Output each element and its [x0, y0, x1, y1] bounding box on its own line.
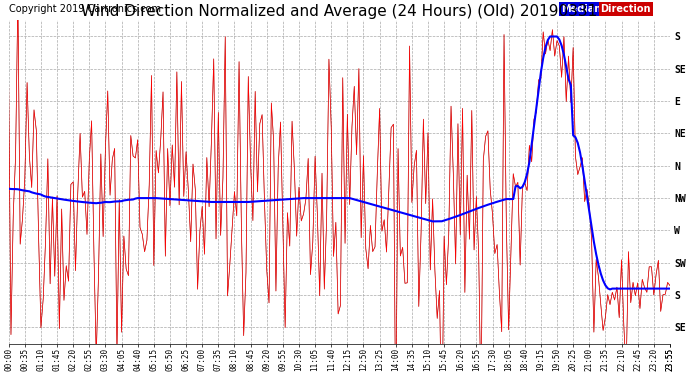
Text: Direction: Direction: [600, 4, 651, 14]
Text: Copyright 2019 Cartronics.com: Copyright 2019 Cartronics.com: [9, 4, 161, 14]
Title: Wind Direction Normalized and Average (24 Hours) (Old) 20190331: Wind Direction Normalized and Average (2…: [81, 4, 598, 19]
Text: Median: Median: [561, 4, 601, 14]
